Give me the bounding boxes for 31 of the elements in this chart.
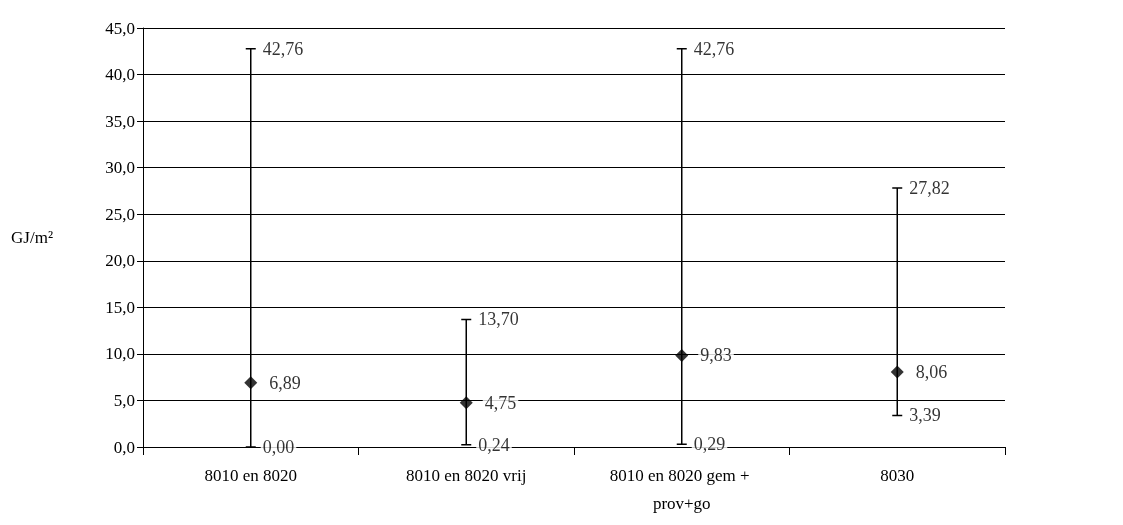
y-tick-label: 35,0	[105, 111, 135, 131]
annotation: 0,24	[478, 434, 510, 455]
y-tick-label: 30,0	[105, 158, 135, 178]
annotation: 13,70	[478, 309, 519, 330]
annotation: 42,76	[693, 38, 735, 59]
annotation: 0,00	[262, 437, 295, 457]
x-tick-label: 8010 en 8020	[204, 465, 298, 485]
x-tick-label: 8010 en 8020 vrij	[406, 465, 527, 485]
y-axis-title: GJ/m²	[11, 228, 53, 247]
annotation: 3,39	[909, 405, 941, 426]
y-tick-label: 10,0	[105, 344, 135, 364]
point	[675, 348, 689, 362]
point	[244, 376, 258, 390]
x-tick-label: 8030	[880, 465, 915, 485]
annotation: 42,76	[262, 38, 304, 59]
y-tick-label: 5,0	[113, 390, 135, 410]
y-tick-label: 15,0	[105, 297, 135, 317]
x-tick-label: 8010 en 8020 gem + prov+go	[609, 465, 754, 513]
y-tick-label: 45,0	[105, 18, 135, 38]
point	[890, 365, 904, 379]
annotation: 0,29	[693, 434, 726, 455]
y-tick-label: 25,0	[105, 204, 135, 224]
y-tick-label: 20,0	[105, 251, 135, 271]
y-tick-label: 0,0	[113, 437, 135, 457]
data-label: 8,06	[915, 361, 948, 382]
data-label: 9,83	[700, 345, 732, 366]
point	[459, 396, 473, 410]
annotation: 27,82	[909, 177, 950, 198]
data-label: 6,89	[269, 372, 301, 393]
y-tick-label: 40,0	[105, 65, 135, 85]
data-label: 4,75	[484, 392, 517, 413]
